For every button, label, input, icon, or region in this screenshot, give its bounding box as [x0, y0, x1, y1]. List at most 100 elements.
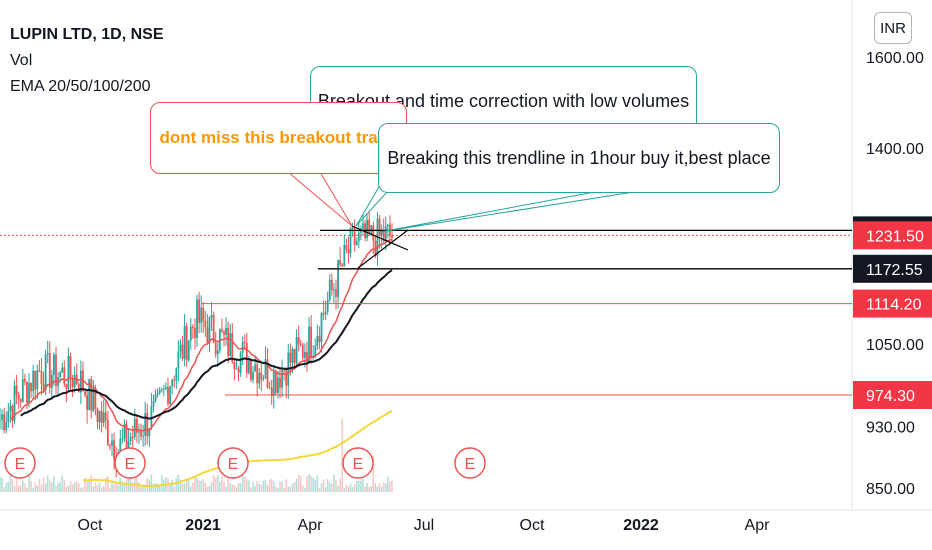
candle-body [368, 219, 371, 234]
candle-body [345, 245, 348, 250]
volume-bar [32, 487, 34, 492]
volume-bar [219, 481, 221, 492]
candle-body [339, 260, 342, 265]
candle-body [318, 335, 321, 342]
volume-bar [241, 474, 244, 492]
annotation-dont-miss-note[interactable]: dont miss this breakout trade [150, 102, 407, 174]
volume-bar [389, 481, 391, 492]
annotation-trendline-text: Breaking this trendline in 1hour buy it,… [387, 147, 771, 168]
y-tick-label: 1400.00 [866, 141, 924, 158]
volume-bar [233, 484, 236, 492]
volume-bar [131, 482, 134, 492]
candle-body [36, 370, 39, 390]
volume-bar [302, 485, 304, 492]
candle-body [158, 390, 161, 393]
candle-body [135, 418, 138, 433]
candle-body [264, 359, 267, 379]
volume-bar [304, 487, 306, 492]
volume-bar [67, 485, 70, 492]
volume-bar [88, 480, 90, 492]
candle-body [306, 351, 308, 362]
candle-body [32, 370, 35, 392]
candle-body [250, 359, 252, 380]
candle-body [272, 371, 275, 397]
candle-body [196, 299, 198, 338]
volume-bar [378, 483, 381, 492]
volume-bar [82, 487, 84, 492]
candle-body [223, 331, 225, 335]
volume-bar [235, 487, 238, 492]
volume-bar [17, 485, 20, 492]
volume-bar [196, 477, 198, 492]
volume-bar [160, 475, 163, 492]
volume-bar [175, 478, 178, 492]
y-tick-label: 1050.00 [866, 337, 924, 354]
candle-body [231, 333, 234, 362]
volume-bar [370, 485, 373, 492]
candle-body [125, 424, 128, 448]
volume-bar [272, 481, 275, 492]
legend-vol[interactable]: Vol [10, 52, 33, 69]
candle-body [291, 348, 294, 363]
candle-body [23, 379, 26, 382]
candle-body [351, 226, 354, 229]
candle-body [167, 386, 169, 404]
volume-bar [190, 486, 192, 492]
candle-body [109, 445, 111, 447]
volume-bar [144, 486, 146, 492]
candle-body [229, 333, 232, 356]
earnings-marker-label: E [228, 456, 239, 473]
volume-bar [187, 480, 190, 492]
volume-bar [154, 483, 157, 492]
volume-bar [158, 485, 161, 492]
candle-body [138, 431, 140, 433]
candle-body [281, 370, 283, 388]
volume-bar [310, 476, 312, 492]
volume-bar [285, 479, 288, 492]
earnings-marker-label: E [125, 456, 136, 473]
candle-body [254, 364, 257, 372]
volume-bar [364, 486, 366, 492]
volume-bar [347, 486, 350, 492]
earnings-marker [4, 447, 36, 479]
annotation-trendline-note[interactable]: Breaking this trendline in 1hour buy it,… [378, 123, 780, 193]
currency-button[interactable]: INR [874, 12, 912, 44]
volume-bar [55, 485, 57, 492]
volume-bar [94, 482, 97, 492]
volume-bar [42, 477, 45, 492]
volume-bar [355, 481, 358, 492]
candle-body [179, 344, 182, 352]
candle-body [335, 289, 337, 297]
volume-bar [71, 484, 74, 492]
candle-body [347, 249, 350, 254]
volume-bar [362, 474, 364, 492]
candle-body [210, 315, 213, 318]
candle-body [13, 385, 16, 421]
candle-body [191, 326, 194, 328]
candle-body [30, 382, 33, 392]
candle-body [274, 371, 277, 393]
candle-body [98, 410, 101, 423]
volume-bar [80, 487, 82, 492]
candle-body [67, 355, 70, 389]
y-tick-label: 850.00 [866, 481, 915, 498]
candle-body [140, 431, 142, 437]
candle-body [314, 346, 317, 356]
candle-body [260, 372, 263, 380]
volume-bar [243, 476, 246, 492]
legend-ema[interactable]: EMA 20/50/100/200 [10, 78, 151, 95]
candle-body [208, 317, 211, 344]
candle-body [252, 371, 254, 380]
annotation-dont-miss-text: dont miss this breakout trade [159, 128, 398, 147]
y-tick-label: 930.00 [866, 420, 915, 437]
x-tick-label: 2021 [185, 517, 221, 534]
candle-body [92, 388, 95, 411]
volume-bar [78, 483, 80, 492]
volume-bar [111, 480, 113, 492]
volume-bar [343, 487, 346, 492]
candle-body [189, 326, 192, 341]
ema-20-line [10, 239, 393, 432]
legend-title[interactable]: LUPIN LTD, 1D, NSE [10, 26, 164, 43]
candle-body [183, 326, 186, 359]
